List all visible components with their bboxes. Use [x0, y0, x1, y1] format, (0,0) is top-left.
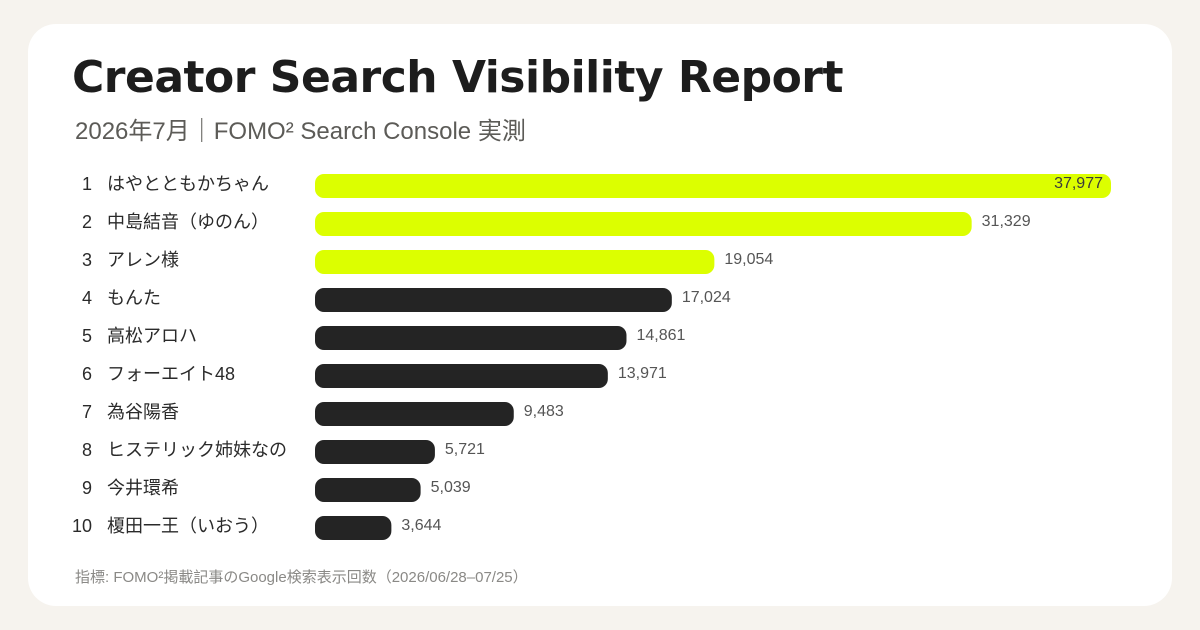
creator-name-label: 為谷陽香	[107, 402, 179, 422]
creator-name-label: 高松アロハ	[107, 326, 197, 346]
rank-number: 8	[82, 440, 92, 460]
bar-9	[315, 478, 421, 502]
value-label: 3,644	[401, 517, 441, 534]
rank-number: 4	[82, 288, 92, 308]
value-label: 5,721	[445, 441, 485, 458]
rank-number: 1	[82, 174, 92, 194]
page-subtitle: 2026年7月｜FOMO² Search Console 実測	[75, 118, 526, 145]
bar-10	[315, 516, 392, 540]
value-label: 14,861	[636, 327, 685, 344]
value-label: 9,483	[524, 403, 564, 420]
creator-name-label: 中島結音（ゆのん）	[107, 212, 269, 232]
bar-6	[315, 364, 608, 388]
bar-2	[315, 212, 972, 236]
creator-name-label: 榎田一王（いおう）	[107, 516, 269, 536]
value-label: 13,971	[618, 365, 667, 382]
bar-3	[315, 250, 715, 274]
creator-name-label: 今井環希	[107, 478, 179, 498]
bar-7	[315, 402, 514, 426]
rank-number: 5	[82, 326, 92, 346]
bar-4	[315, 288, 672, 312]
report-card	[28, 24, 1172, 606]
creator-name-label: はやとともかちゃん	[107, 174, 269, 194]
rank-number: 7	[82, 402, 92, 422]
value-label: 37,977	[1054, 175, 1103, 192]
rank-number: 9	[82, 478, 92, 498]
rank-number: 3	[82, 250, 92, 270]
value-label: 31,329	[982, 213, 1031, 230]
bar-5	[315, 326, 627, 350]
metric-footnote: 指標: FOMO²掲載記事のGoogle検索表示回数（2026/06/28–07…	[75, 569, 528, 586]
rank-number: 2	[82, 212, 92, 232]
creator-name-label: フォーエイト48	[107, 364, 235, 384]
value-label: 19,054	[724, 251, 773, 268]
creator-name-label: ヒステリック姉妹なの	[107, 440, 287, 460]
rank-number: 10	[72, 516, 92, 536]
value-label: 5,039	[431, 479, 471, 496]
bar-8	[315, 440, 435, 464]
creator-name-label: アレン様	[107, 250, 179, 270]
page-title: Creator Search Visibility Report	[72, 52, 844, 103]
bar-1	[315, 174, 1111, 198]
creator-name-label: もんた	[107, 288, 161, 308]
rank-number: 6	[82, 364, 92, 384]
value-label: 17,024	[682, 289, 731, 306]
